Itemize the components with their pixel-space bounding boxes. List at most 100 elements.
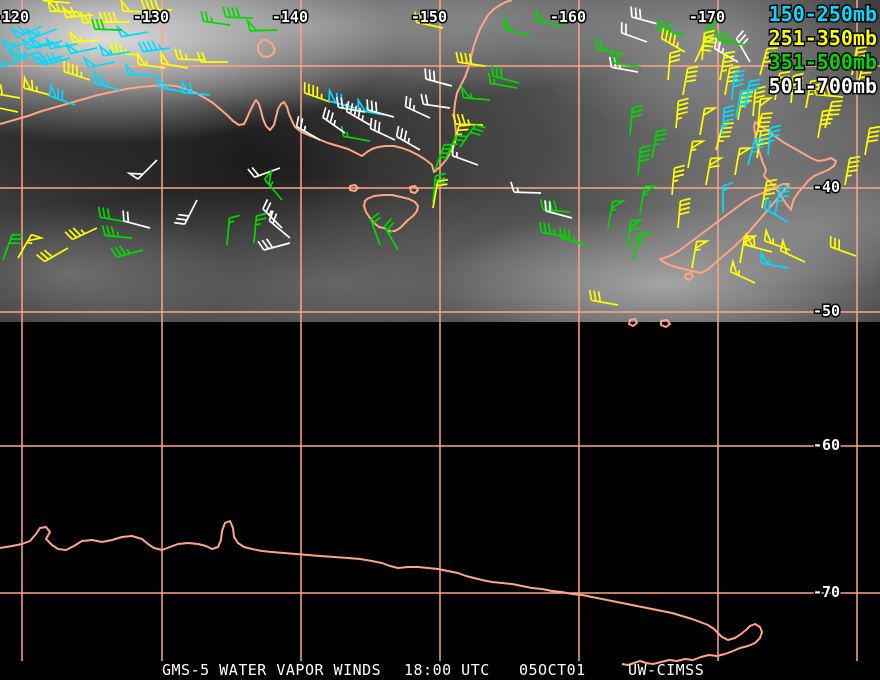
wind-barb-cy (157, 74, 186, 93)
wind-barb-wh (420, 93, 451, 109)
wind-barb-cy (735, 88, 752, 119)
wind-barb-ye (120, 0, 151, 13)
coastline-island-fragment-east (660, 319, 671, 328)
coastline-antarctica (0, 520, 763, 666)
wind-barb-gr (253, 212, 267, 244)
latitude-label: -50 (813, 302, 840, 320)
wind-barb-gr (200, 10, 231, 26)
coastline-flinders-island (409, 185, 419, 194)
wind-barb-wh (630, 6, 659, 25)
wind-barb-wh (174, 199, 198, 225)
latlon-grid-layer (0, 0, 880, 661)
wind-barb-cy (747, 137, 766, 166)
wind-barb-ye (864, 125, 880, 156)
wind-barb-wh (735, 30, 751, 63)
wind-barb-gr (91, 18, 123, 31)
wind-barb-ye (677, 197, 691, 229)
wind-barb-cy (763, 197, 789, 223)
wind-barb-ye (452, 113, 484, 126)
wind-barb-gr (637, 144, 651, 176)
wind-barb-ye (667, 49, 681, 81)
wind-barb-gr (538, 221, 569, 238)
wind-barb-gr (432, 172, 446, 204)
wind-barb-gr (651, 128, 668, 159)
wind-barb-ye (761, 178, 778, 209)
wind-barb-wh (295, 115, 321, 141)
wind-barb-ye (64, 227, 98, 241)
caption-text: UW-CIMSS (628, 661, 704, 679)
wind-barb-ye (675, 97, 689, 129)
caption-text: GMS-5 WATER VAPOR WINDS (162, 661, 381, 679)
wind-barb-cy (744, 78, 761, 109)
wind-barb-ye (140, 0, 172, 11)
wind-barb-ye (63, 61, 91, 81)
longitude-label: -130 (133, 8, 169, 26)
wind-barb-ye (739, 235, 758, 264)
latitude-label: -40 (813, 178, 840, 196)
wind-barbs-layer (0, 0, 880, 306)
wind-barb-gr (459, 124, 486, 148)
wind-barb-gr (101, 225, 133, 239)
wind-barb-gr (263, 168, 283, 201)
wind-barb-ye (754, 112, 773, 141)
wind-barb-wh (404, 95, 431, 119)
wind-barb-gr (2, 233, 23, 261)
wind-barb-ye (432, 178, 449, 209)
wind-barb-cy (124, 62, 155, 76)
wind-barb-ye (17, 233, 45, 259)
wind-barb-ye (0, 107, 19, 113)
wind-barb-gr (629, 104, 643, 136)
wind-barb-wh (608, 56, 639, 73)
wind-barb-cy (137, 40, 171, 53)
wind-barb-wh (544, 200, 573, 219)
wind-barb-ye (805, 78, 822, 109)
wind-barb-ye (588, 289, 619, 306)
longitude-label: -160 (550, 8, 586, 26)
legend-entry-351-500mb: 351-500mb (769, 50, 877, 74)
caption-text: 18:00 UTC (404, 661, 490, 679)
wind-barb-gr (246, 18, 278, 32)
wind-barb-ye (759, 47, 778, 76)
wind-barb-ye (0, 84, 21, 99)
wind-barb-cy (82, 55, 116, 69)
wind-barb-ye (729, 258, 756, 284)
wind-barb-wh (122, 210, 151, 229)
wind-barb-ye (699, 107, 718, 136)
wind-barb-ye (756, 128, 772, 159)
longitude-label: -150 (411, 8, 447, 26)
wind-barb-ye (724, 65, 741, 96)
wind-barb-cy (767, 124, 781, 156)
wind-barb-gr (434, 143, 455, 171)
wind-barb-wh (262, 199, 283, 229)
wind-barb-ye (757, 96, 774, 127)
wind-barb-ye (687, 140, 706, 169)
wind-barb-gr (222, 6, 254, 19)
coastline-stewart-island (684, 272, 694, 281)
longitude-label: -140 (272, 8, 308, 26)
wind-barb-ye (455, 51, 486, 67)
legend-entry-251-350mb: 251-350mb (769, 26, 877, 50)
wind-barb-ye (98, 11, 130, 23)
wind-barb-gr (226, 214, 240, 246)
wind-barb-wh (366, 99, 395, 118)
wind-barb-ye (61, 4, 94, 19)
wind-barb-gr (627, 218, 644, 249)
wind-barb-cy (48, 82, 76, 106)
wind-barb-ye (660, 27, 686, 53)
wind-barb-gr (715, 29, 746, 46)
wind-barb-cy (774, 185, 791, 216)
wind-barb-ye (734, 147, 753, 176)
wind-barb-gr (639, 185, 658, 214)
wind-barb-gr (110, 245, 144, 258)
wind-barb-cy (44, 36, 78, 50)
longitude-label: -120 (0, 8, 29, 26)
wind-barb-ye (109, 42, 141, 56)
wind-barb-cy (30, 52, 64, 66)
wind-barb-cy (180, 79, 211, 96)
wind-barb-ye (68, 29, 101, 44)
wind-barb-ye (36, 247, 69, 263)
wind-barb-ye (752, 85, 766, 117)
wind-barb-wh (713, 37, 739, 63)
